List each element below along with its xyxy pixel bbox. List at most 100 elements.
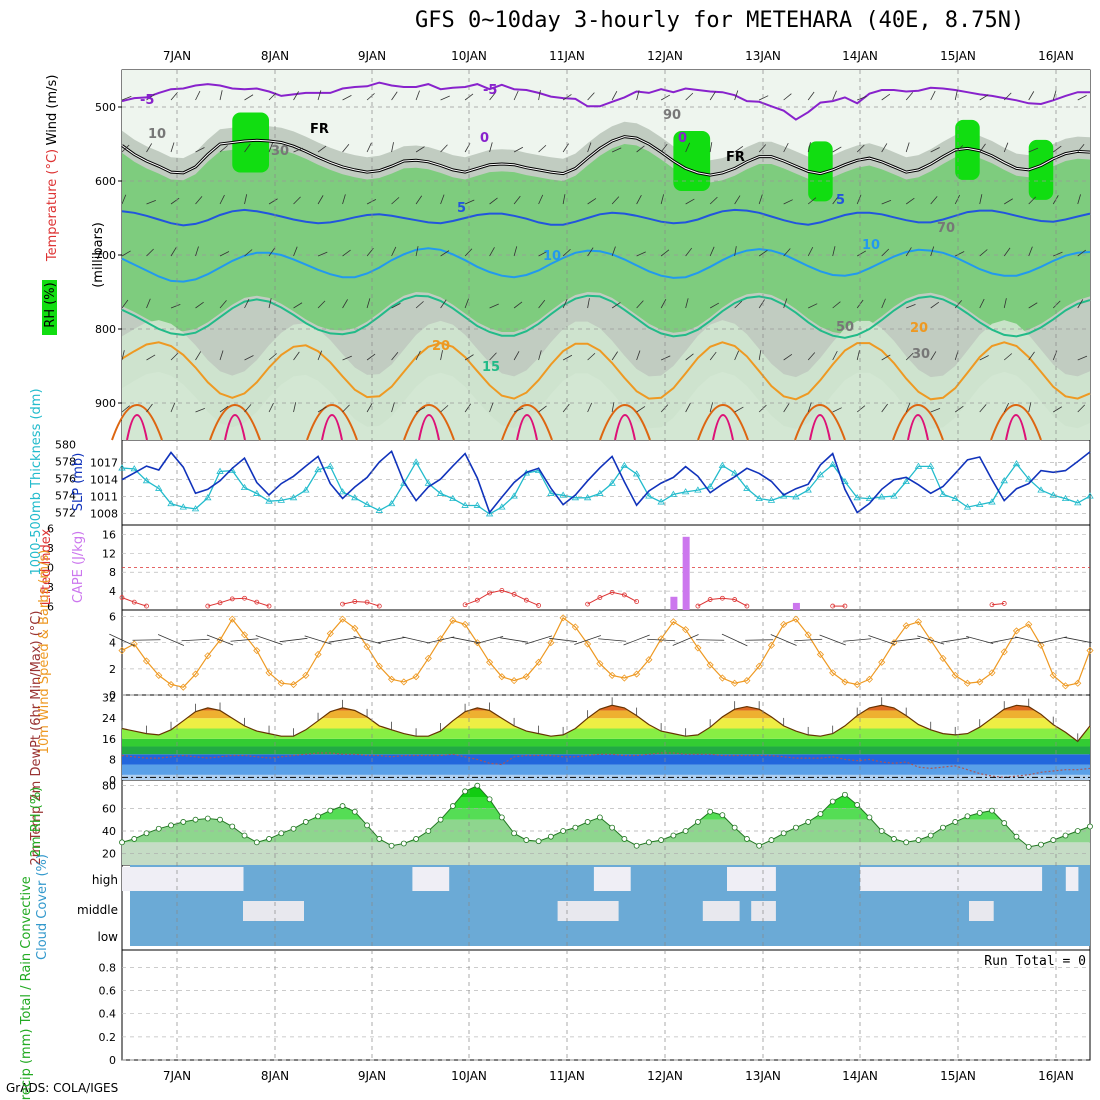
wind10-marker bbox=[865, 675, 874, 683]
wind10-barb bbox=[255, 635, 283, 645]
wind10-barb bbox=[304, 635, 332, 645]
wind-barb bbox=[195, 90, 201, 101]
thickness-marker bbox=[571, 494, 580, 501]
wind10-marker bbox=[902, 622, 910, 630]
wind10-marker bbox=[1061, 682, 1070, 690]
cloud-high-gap bbox=[1029, 867, 1043, 891]
wind10-barb bbox=[819, 634, 846, 646]
rh2m-marker bbox=[866, 814, 873, 821]
wind-barb bbox=[954, 90, 958, 101]
lifted-index-marker bbox=[131, 599, 137, 605]
wind-barb bbox=[734, 406, 744, 413]
wind-barb bbox=[366, 248, 374, 257]
isotherm-30-lobe bbox=[907, 414, 929, 441]
wind-barb bbox=[954, 300, 963, 309]
wind-barb bbox=[905, 197, 915, 205]
wind-barb bbox=[415, 146, 425, 153]
thickness-marker bbox=[620, 461, 629, 468]
wind-barb bbox=[219, 194, 225, 205]
cloud-middle-gap bbox=[702, 901, 716, 921]
cape-tick-label: 4 bbox=[109, 585, 116, 598]
contour-label: 5 bbox=[457, 201, 466, 216]
wind-barb bbox=[832, 407, 842, 413]
wind-barb bbox=[244, 194, 248, 205]
wind10-marker bbox=[620, 674, 628, 682]
wind10-barb bbox=[328, 637, 357, 643]
lifted-index-tick-label: 3 bbox=[47, 542, 54, 555]
rh2m-marker bbox=[1025, 843, 1032, 850]
isotherm-15 bbox=[121, 294, 1091, 339]
wind-barb bbox=[685, 142, 690, 153]
thickness-marker bbox=[547, 489, 555, 496]
wind10-marker bbox=[461, 620, 469, 628]
thickness-marker bbox=[828, 460, 837, 468]
wind10-barb bbox=[181, 638, 210, 642]
thickness-marker bbox=[596, 489, 604, 496]
wind-barb bbox=[195, 196, 203, 205]
wind10-barb bbox=[721, 633, 748, 647]
wind10-marker bbox=[584, 640, 592, 648]
rh2m-marker bbox=[462, 788, 468, 795]
wind-barb bbox=[317, 300, 326, 309]
rh2m-marker bbox=[302, 819, 309, 825]
contour-label: 30 bbox=[271, 144, 289, 159]
cloud-high-gap bbox=[956, 867, 970, 891]
wind-barb bbox=[391, 352, 399, 361]
lifted-index-marker bbox=[634, 599, 640, 604]
lifted-index-marker bbox=[830, 603, 836, 609]
wind-barb bbox=[611, 402, 615, 413]
wind-barb bbox=[513, 195, 521, 205]
cloud-high-gap bbox=[230, 867, 244, 891]
wind10-marker bbox=[547, 639, 555, 647]
cloud-high-gap bbox=[206, 867, 220, 891]
rh-color-band bbox=[122, 797, 1090, 809]
wind-barb bbox=[1003, 298, 1007, 309]
isotherm-30-lobe bbox=[321, 414, 343, 441]
lifted-index-marker bbox=[364, 599, 370, 605]
isotherm-30-lobe bbox=[809, 414, 831, 441]
wind-barb bbox=[783, 142, 789, 153]
thickness-marker bbox=[338, 488, 347, 495]
lifted-index-line bbox=[587, 591, 637, 605]
wind-barb bbox=[513, 301, 523, 309]
rh2m-marker bbox=[842, 791, 848, 798]
cloud-middle-gap bbox=[763, 901, 776, 921]
rh-color-band bbox=[122, 808, 1090, 820]
temp-tick-label: 32 bbox=[102, 692, 116, 705]
wind-barb bbox=[440, 405, 449, 413]
cloud-high-gap bbox=[1005, 867, 1018, 891]
wind-barb bbox=[440, 250, 450, 257]
thickness-marker bbox=[375, 506, 384, 513]
wind-barb bbox=[219, 90, 223, 101]
thickness-marker bbox=[510, 492, 518, 499]
rh2m-marker bbox=[388, 842, 395, 849]
wind-barb bbox=[587, 142, 592, 153]
rh2m-marker bbox=[964, 813, 971, 820]
lifted-index-marker bbox=[523, 597, 529, 603]
wind10-marker bbox=[155, 671, 163, 679]
wind-barb bbox=[562, 194, 566, 205]
day-label-bottom: 16JAN bbox=[1038, 1069, 1074, 1083]
wind10-marker bbox=[645, 656, 653, 664]
wind10-barb bbox=[500, 637, 528, 643]
wind-barb bbox=[611, 302, 621, 309]
thickness-marker bbox=[657, 498, 665, 505]
rh2m-marker bbox=[707, 808, 714, 815]
isotherm-30-lobe bbox=[516, 414, 538, 441]
isotherm-25-lobe bbox=[209, 404, 261, 441]
wind10-marker bbox=[694, 644, 702, 652]
wind-barb bbox=[1003, 92, 1012, 101]
isotherm-25-lobe bbox=[990, 404, 1042, 441]
wind10-marker bbox=[682, 626, 690, 634]
wind-barb bbox=[783, 199, 793, 205]
wind-barb bbox=[464, 354, 474, 361]
wind-barb bbox=[587, 352, 596, 361]
thickness-marker bbox=[1049, 491, 1057, 498]
wind-barb bbox=[1052, 90, 1057, 101]
wind-barb bbox=[317, 195, 324, 205]
thickness-marker bbox=[277, 496, 285, 503]
temp-color-band bbox=[122, 746, 1090, 755]
lifted-index-axis-label: Lifted Index bbox=[39, 528, 54, 605]
rh2m-marker bbox=[168, 822, 174, 829]
wind-barb bbox=[734, 90, 739, 101]
